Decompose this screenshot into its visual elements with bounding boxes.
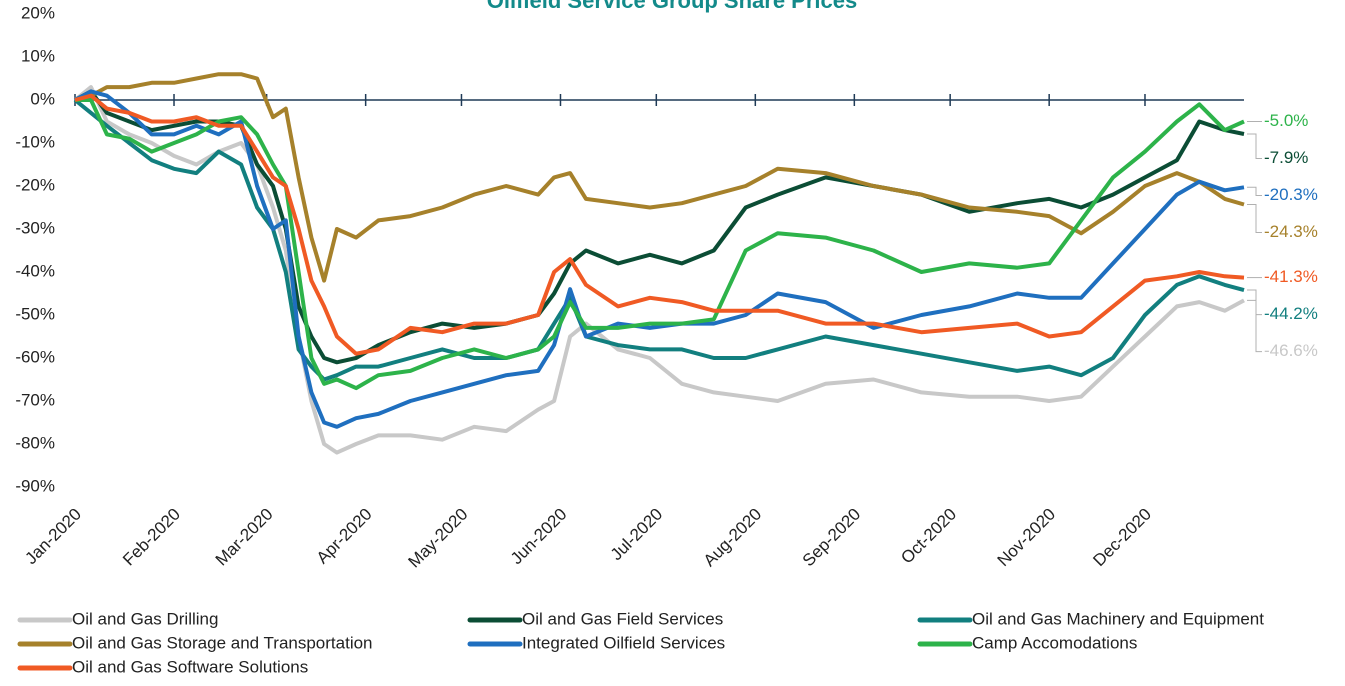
x-tick-label: Feb-2020 (119, 505, 184, 570)
x-tick-label: Sep-2020 (799, 505, 865, 571)
y-tick-label: -50% (15, 304, 55, 323)
end-label: -5.0% (1264, 111, 1308, 130)
legend-label: Oil and Gas Drilling (72, 609, 218, 628)
leader-line (1247, 133, 1262, 159)
y-tick-label: -80% (15, 433, 55, 452)
end-label: -41.3% (1264, 267, 1318, 286)
y-tick-label: 10% (21, 46, 55, 65)
leader-line (1247, 186, 1262, 196)
leader-line (1247, 289, 1262, 316)
x-tick-label: Jun-2020 (507, 505, 571, 569)
x-tick-label: Jul-2020 (607, 505, 667, 565)
end-label: -20.3% (1264, 185, 1318, 204)
leader-line (1247, 203, 1262, 233)
x-tick-label: Mar-2020 (212, 505, 277, 570)
x-tick-label: May-2020 (405, 505, 472, 572)
y-tick-label: -60% (15, 347, 55, 366)
series-line (75, 98, 1245, 391)
y-tick-label: 0% (30, 89, 55, 108)
x-tick-label: Aug-2020 (700, 505, 766, 571)
y-tick-label: -40% (15, 261, 55, 280)
legend-label: Integrated Oilfield Services (522, 633, 725, 652)
end-label: -24.3% (1264, 222, 1318, 241)
series-line (74, 89, 1245, 429)
x-tick-label: Jan-2020 (21, 505, 85, 569)
chart-title: Oilfield Service Group Share Prices (487, 0, 858, 13)
y-tick-label: -70% (15, 390, 55, 409)
y-tick-label: -20% (15, 175, 55, 194)
x-tick-label: Apr-2020 (313, 505, 376, 568)
series-line (74, 93, 1245, 356)
y-tick-label: -90% (15, 476, 55, 495)
x-tick-label: Nov-2020 (994, 505, 1060, 571)
y-tick-label: 20% (21, 3, 55, 22)
legend-label: Camp Accomodations (972, 633, 1137, 652)
y-tick-label: -30% (15, 218, 55, 237)
end-label: -44.2% (1264, 304, 1318, 323)
legend-label: Oil and Gas Field Services (522, 609, 723, 628)
x-tick-label: Dec-2020 (1089, 505, 1155, 571)
end-label: -46.6% (1264, 341, 1318, 360)
legend-label: Oil and Gas Software Solutions (72, 657, 308, 676)
x-tick-label: Oct-2020 (897, 505, 960, 568)
legend-label: Oil and Gas Machinery and Equipment (972, 609, 1264, 628)
series-line (73, 85, 1245, 455)
series-line (74, 72, 1245, 283)
legend-label: Oil and Gas Storage and Transportation (72, 633, 373, 652)
leader-line (1247, 299, 1262, 353)
y-tick-label: -10% (15, 132, 55, 151)
end-label: -7.9% (1264, 148, 1308, 167)
